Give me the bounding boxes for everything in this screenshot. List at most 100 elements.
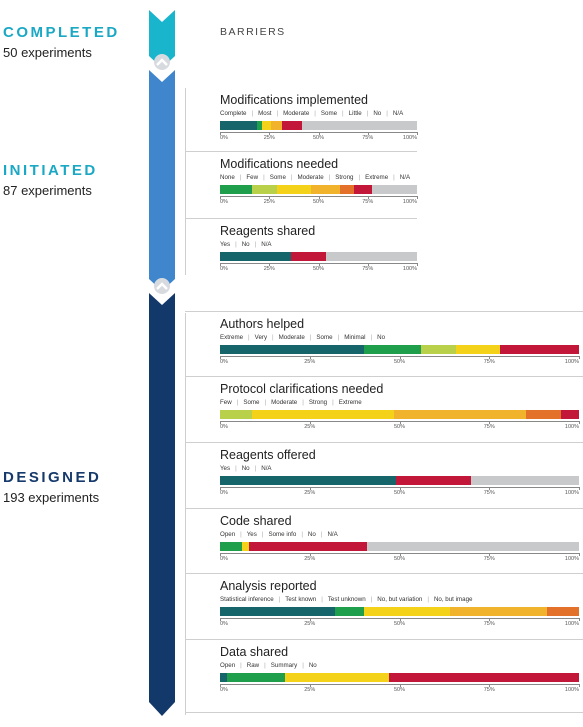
legend-label: Some [243, 399, 260, 406]
tick-label: 100% [564, 621, 579, 627]
legend-label: Yes [246, 531, 257, 538]
tick-label: 100% [402, 199, 417, 205]
tick-label: 25% [304, 424, 316, 430]
legend-separator: | [240, 662, 242, 669]
bar-segment [561, 410, 579, 419]
tick-label: 0% [220, 556, 228, 562]
legend-label: No [241, 465, 250, 472]
legend-separator: | [393, 174, 395, 181]
legend-label: Yes [220, 241, 231, 248]
tick-label: 0% [220, 199, 228, 205]
legend-label: No, but variation [377, 596, 423, 603]
bar-segment [220, 542, 242, 551]
panel-divider [185, 442, 583, 443]
legend-separator: | [332, 399, 334, 406]
tick-label: 100% [402, 135, 417, 141]
tick-label: 0% [220, 266, 228, 272]
legend-separator: | [386, 110, 388, 117]
tick-label: 0% [220, 687, 228, 693]
x-axis: 0% 25% 50% 75% 100% [220, 684, 580, 694]
stage-subtitle-completed: 50 experiments [3, 45, 92, 60]
bar-segment [220, 345, 295, 354]
bar-segment [220, 252, 291, 261]
tick-mark [220, 684, 221, 687]
tick-mark [367, 263, 369, 266]
panel-divider [185, 508, 583, 509]
bar-segment [270, 121, 282, 130]
legend-label: Minimal [344, 334, 366, 341]
legend-label: N/A [399, 174, 411, 181]
tick-mark [579, 618, 580, 621]
tick-mark [269, 263, 271, 266]
legend-separator: | [240, 531, 242, 538]
tick-label: 75% [483, 687, 495, 693]
legend-separator: | [370, 334, 373, 341]
barrier-panel: Code shared Open | Yes | Some info | No | N/A 0% 25… [220, 514, 580, 564]
bar-segment [363, 607, 450, 616]
panel-divider [185, 218, 417, 219]
legend-separator: | [276, 110, 279, 117]
bar-segment [421, 345, 457, 354]
bar-segment [277, 185, 311, 194]
tick-label: 25% [263, 266, 275, 272]
legend-label: Strong [335, 174, 354, 181]
legend-label: Some [316, 334, 333, 341]
legend-label: Some info [268, 531, 297, 538]
tick-mark [220, 487, 221, 490]
legend-separator: | [254, 241, 257, 248]
stacked-bar [220, 185, 417, 194]
legend-separator: | [337, 334, 340, 341]
tick-label: 50% [393, 424, 406, 430]
x-axis: 0% 25% 50% 75% 100% [220, 618, 580, 628]
bar-segment [220, 185, 252, 194]
bar-segment [340, 185, 354, 194]
stacked-bar [220, 345, 579, 354]
bar-segment [301, 121, 417, 130]
legend-label: Test unknown [327, 596, 366, 603]
bar-segment [394, 410, 526, 419]
legend-label: Summary [270, 662, 298, 669]
tick-mark [318, 196, 320, 199]
bar-segment [220, 121, 257, 130]
tick-label: 50% [312, 266, 325, 272]
bar-segment [310, 185, 341, 194]
tick-mark [579, 553, 580, 556]
x-axis: 0% 25% 50% 75% 100% [220, 196, 418, 206]
panel-title: Modifications needed [220, 157, 339, 171]
bar-segment [371, 185, 417, 194]
tick-mark [399, 553, 401, 556]
legend-separator: | [254, 465, 257, 472]
tick-label: 0% [220, 621, 228, 627]
tick-mark [489, 618, 491, 621]
legend-separator: | [309, 334, 312, 341]
legend: None | Few | Some | Moderate | Strong | Extreme | N/… [220, 174, 415, 181]
tick-mark [309, 356, 311, 359]
bar-segment [471, 476, 579, 485]
tick-label: 0% [220, 135, 228, 141]
tick-mark [489, 356, 491, 359]
tick-mark [399, 421, 401, 424]
bar-segment [256, 121, 263, 130]
legend: Statistical inference | Test known | Test un… [220, 596, 477, 603]
bar-segment [220, 673, 228, 682]
legend-label: No [373, 110, 382, 117]
tick-label: 75% [362, 199, 374, 205]
tick-mark [220, 553, 221, 556]
initiated-arrow-segment [149, 70, 175, 291]
legend-separator: | [236, 399, 239, 406]
legend-separator: | [328, 174, 331, 181]
stacked-bar [220, 476, 579, 485]
barrier-panel: Reagents shared Yes | No | N/A 0% 25% 50% 75% 100% [220, 224, 418, 274]
stage-title-initiated: INITIATED [3, 162, 98, 179]
legend-label: Moderate [278, 334, 305, 341]
bar-segment [220, 476, 396, 485]
legend-label: No [307, 531, 316, 538]
legend-label: No [308, 662, 317, 669]
tick-mark [309, 421, 311, 424]
designed-arrow-segment [149, 293, 175, 716]
legend-label: Strong [308, 399, 328, 406]
bar-segment [251, 410, 395, 419]
bar-segment [449, 607, 547, 616]
legend-label: Very [254, 334, 268, 341]
tick-label: 100% [564, 359, 579, 365]
